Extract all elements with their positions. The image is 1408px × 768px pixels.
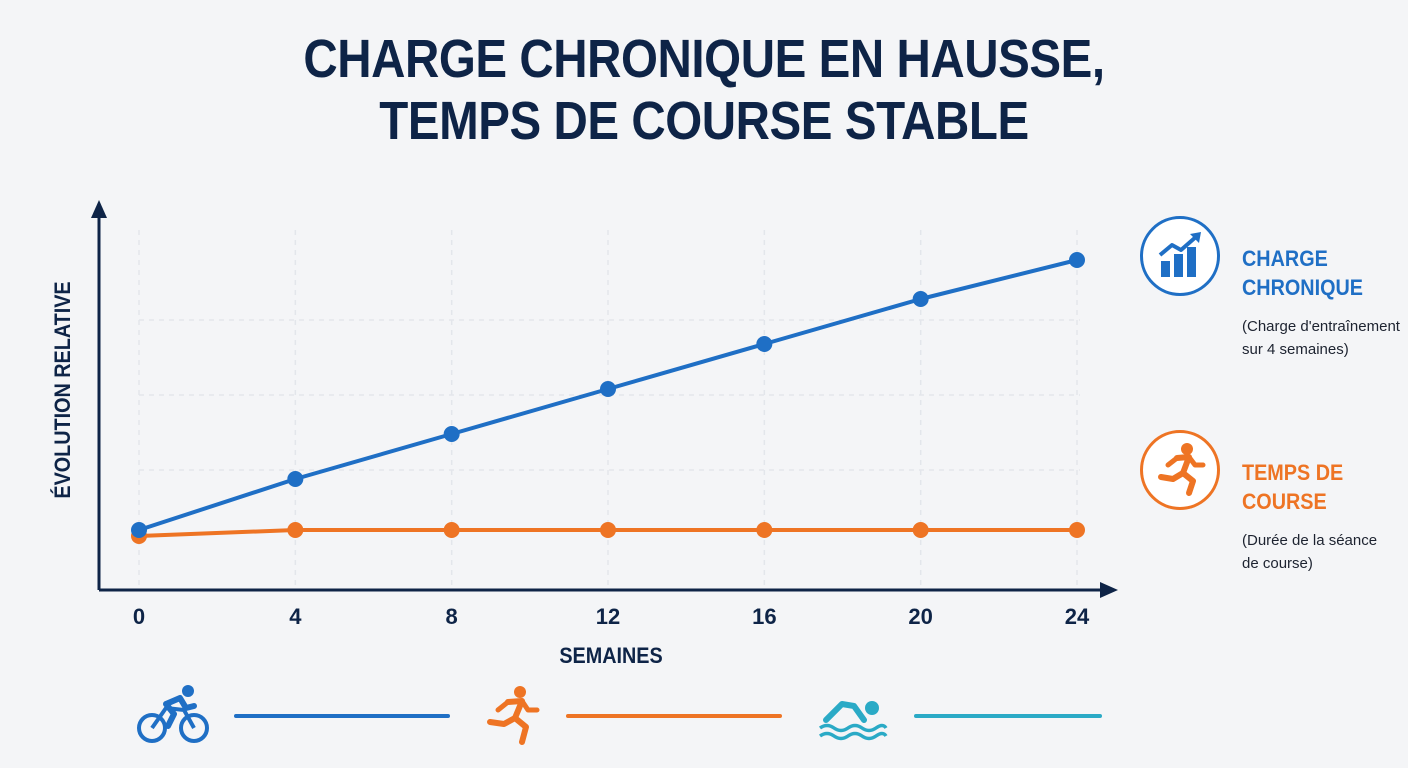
runner-icon: [1140, 430, 1220, 510]
legend-course-name: TEMPS DE COURSE: [1242, 460, 1344, 514]
chart-title-line2: TEMPS DE COURSE STABLE: [379, 91, 1029, 151]
swimmer-icon: [816, 690, 890, 749]
data-point-charge-chronique: [756, 336, 773, 352]
x-axis-arrow: [1100, 582, 1118, 598]
x-axis-label: SEMAINES: [559, 644, 662, 668]
x-tick-label: 24: [1065, 604, 1090, 629]
data-point-temps-de-course: [443, 522, 460, 538]
data-point-charge-chronique: [287, 471, 304, 487]
data-point-charge-chronique: [912, 291, 929, 307]
data-point-charge-chronique: [443, 426, 460, 442]
x-tick-label: 4: [289, 604, 302, 629]
footer-line-swimming: [914, 714, 1102, 718]
footer-line-cycling: [234, 714, 450, 718]
chart-title: CHARGE CHRONIQUE EN HAUSSE, TEMPS DE COU…: [84, 28, 1323, 152]
x-tick-labels: 0 4 8 12 16 20 24: [133, 604, 1090, 629]
bar-chart-up-icon: [1140, 216, 1220, 296]
runner-icon: [482, 684, 542, 751]
y-axis-arrow: [91, 200, 107, 218]
data-point-charge-chronique: [1069, 252, 1085, 268]
data-point-temps-de-course: [600, 522, 616, 538]
data-point-temps-de-course: [287, 522, 304, 538]
y-axis-label: ÉVOLUTION RELATIVE: [51, 281, 75, 498]
data-point-temps-de-course: [912, 522, 929, 538]
legend-charge-name: CHARGE CHRONIQUE: [1242, 246, 1364, 300]
axes: [91, 200, 1118, 598]
series-group: [131, 252, 1085, 544]
x-tick-label: 0: [133, 604, 145, 629]
chart-title-line1: CHARGE CHRONIQUE EN HAUSSE,: [303, 29, 1105, 89]
x-tick-label: 20: [908, 604, 932, 629]
legend-charge-desc: (Charge d'entraînement sur 4 semaines): [1242, 318, 1400, 358]
cyclist-icon: [136, 682, 210, 751]
data-point-temps-de-course: [756, 522, 773, 538]
legend-course-desc: (Durée de la séance de course): [1242, 532, 1378, 572]
data-point-charge-chronique: [131, 522, 147, 538]
footer-line-running: [566, 714, 782, 718]
data-point-charge-chronique: [600, 381, 616, 397]
x-tick-label: 16: [752, 604, 776, 629]
x-tick-label: 8: [446, 604, 458, 629]
x-tick-label: 12: [596, 604, 620, 629]
data-point-temps-de-course: [1069, 522, 1085, 538]
series-charge-chronique: [131, 252, 1085, 538]
